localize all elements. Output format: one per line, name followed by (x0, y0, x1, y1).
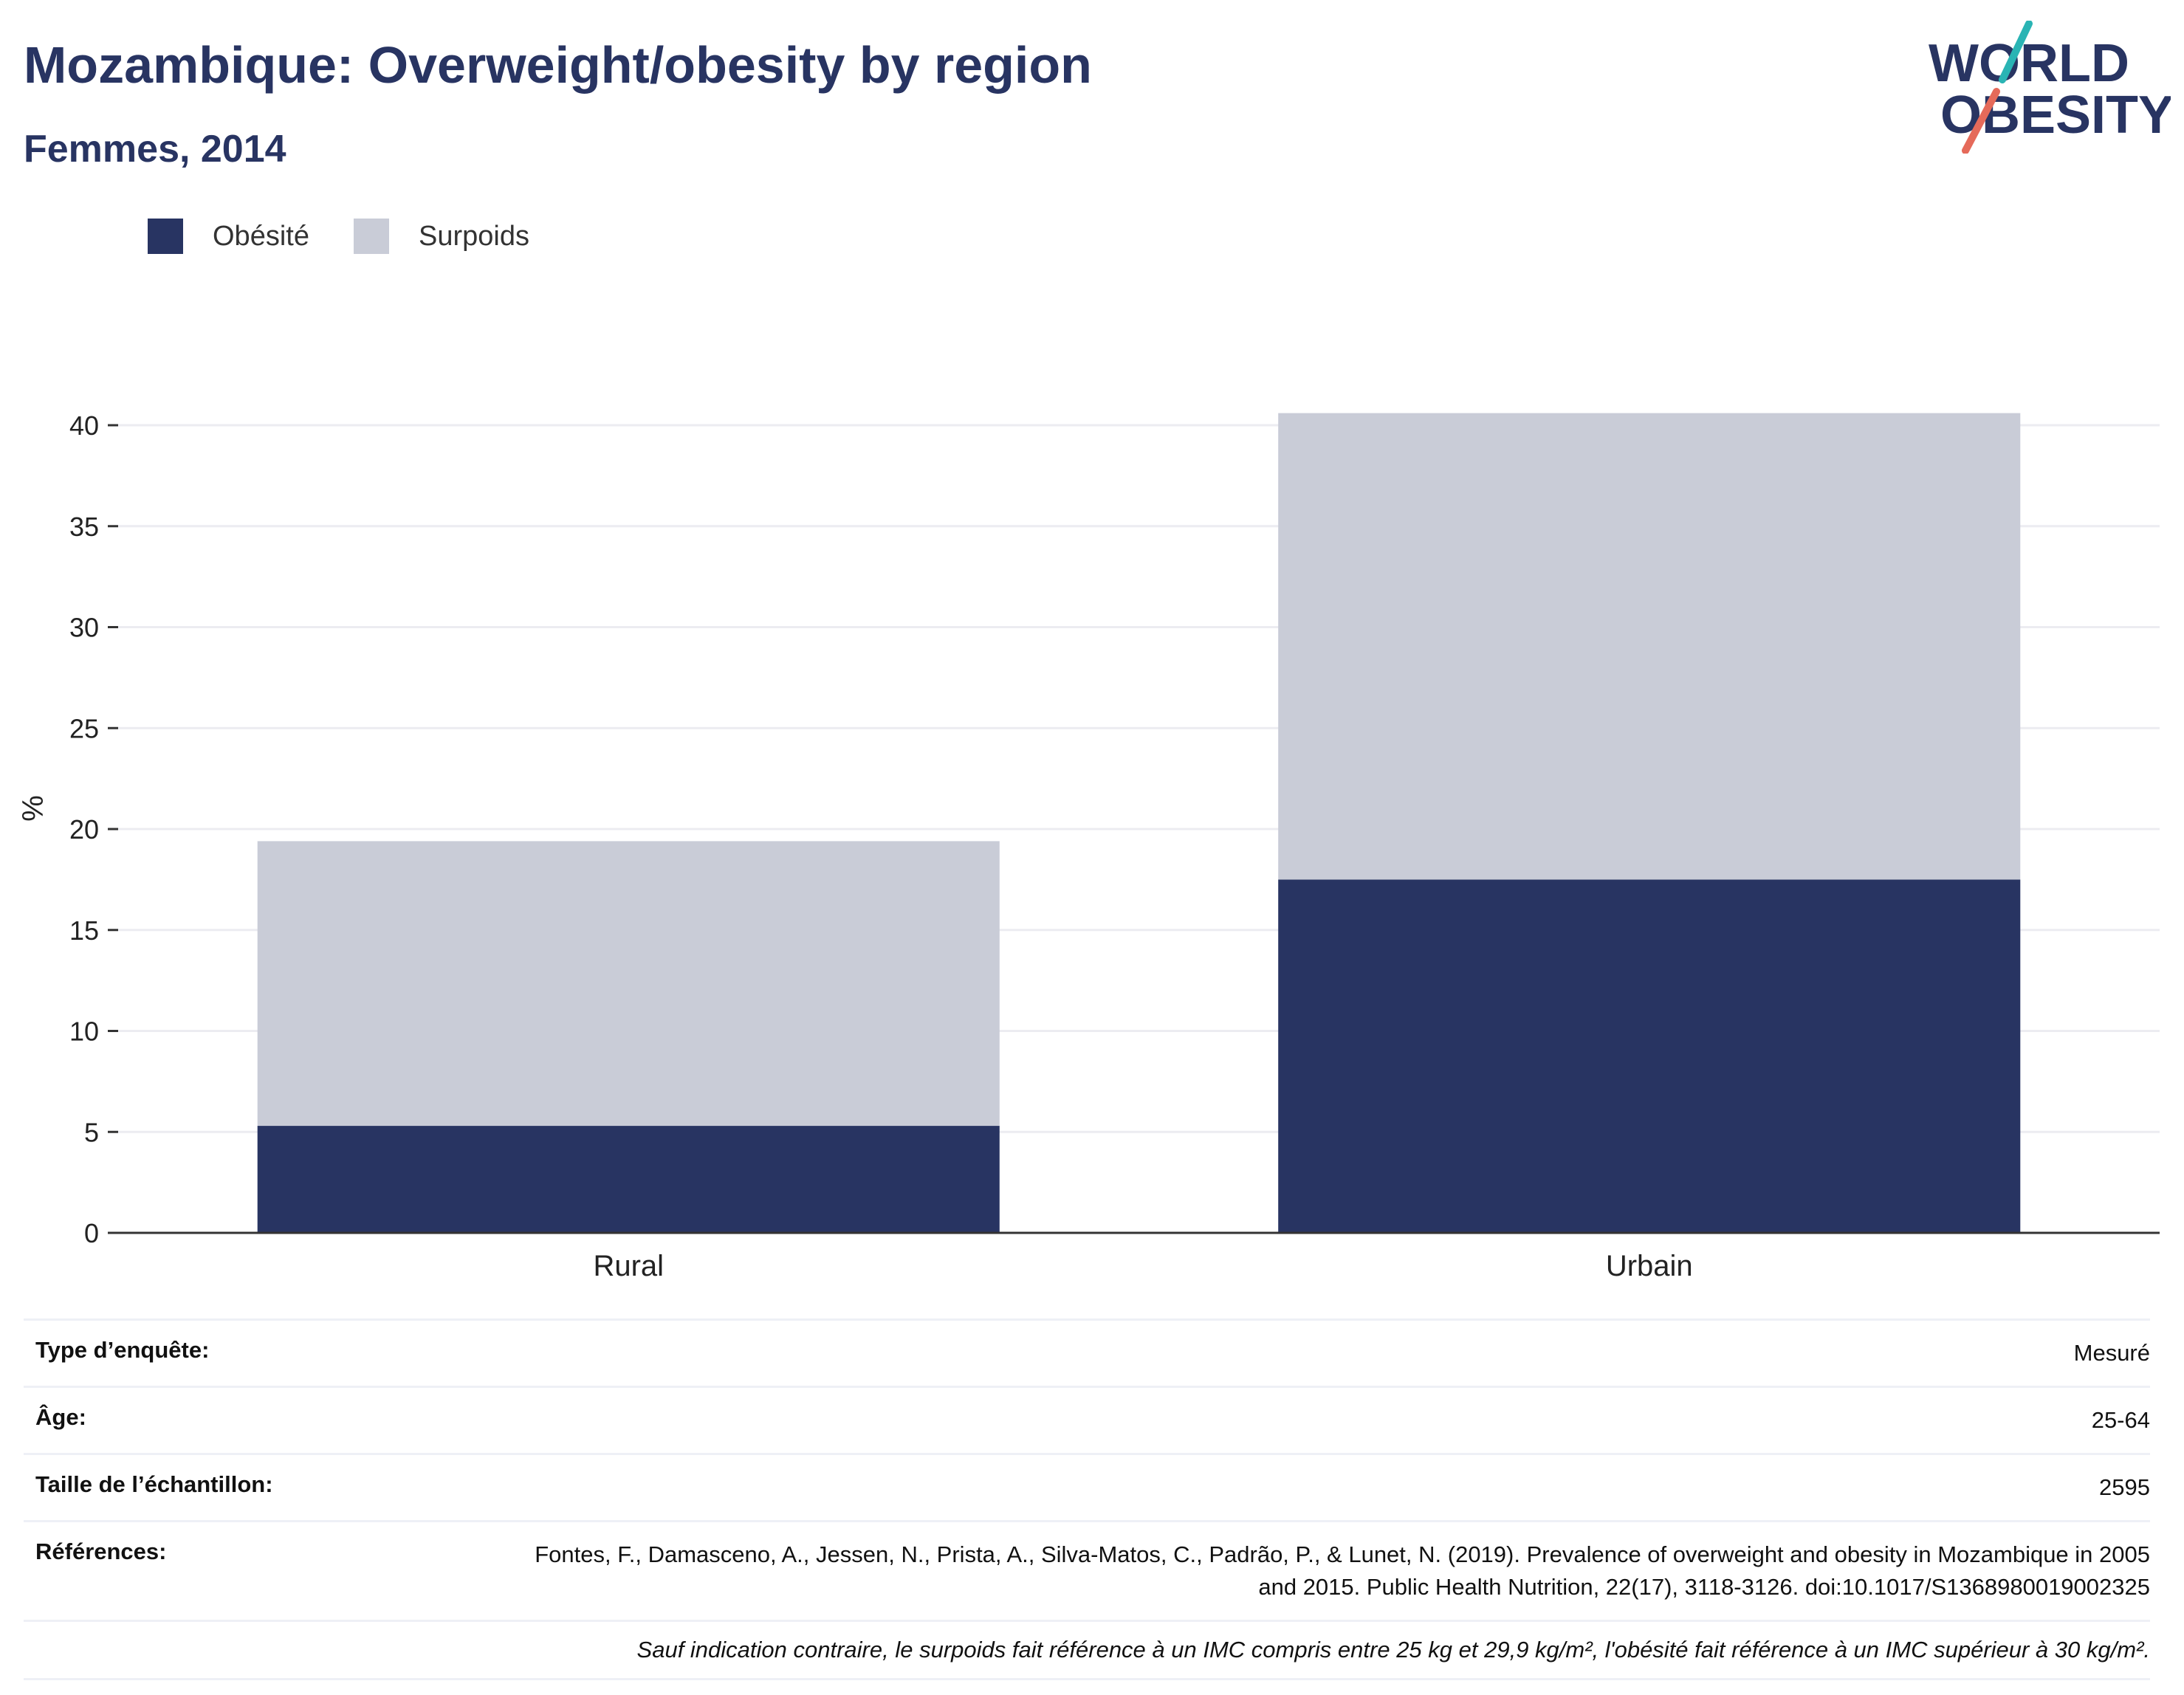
meta-row-sample-size: Taille de l’échantillon: 2595 (24, 1453, 2150, 1520)
y-tick-label-40: 40 (69, 410, 99, 441)
stacked-bar-chart: 0 5 10 15 20 25 30 35 40 Rural Urbain % (17, 410, 2160, 1282)
legend-swatch-obesite (148, 219, 183, 254)
meta-row-age: Âge: 25-64 (24, 1386, 2150, 1453)
y-tick-label-25: 25 (69, 713, 99, 743)
meta-label-references: Références: (35, 1538, 167, 1564)
bar-urbain-obesite (1278, 879, 2021, 1233)
y-axis-label: % (17, 795, 49, 822)
logo-word-world: WORLD (1929, 34, 2129, 93)
meta-label-age: Âge: (35, 1404, 86, 1430)
x-tick-label-urbain: Urbain (1606, 1250, 1693, 1282)
logo-slash-top (1999, 21, 2033, 83)
legend-swatch-surpoids (353, 219, 389, 254)
meta-row-references: Références: Fontes, F., Damasceno, A., J… (24, 1520, 2150, 1620)
meta-value-age: 25-64 (2091, 1407, 2150, 1433)
y-tick-label-5: 5 (84, 1117, 99, 1147)
logo-word-obesity: OBESITY (1940, 86, 2171, 145)
x-axis-ticks: Rural Urbain (593, 1250, 1692, 1282)
legend-item-obesite[interactable]: Obésité (148, 219, 309, 254)
bars (257, 413, 2021, 1233)
survey-metadata: Type d’enquête: Mesuré Âge: 25-64 Taille… (24, 1318, 2150, 1680)
bar-rural-obesite (257, 1126, 1000, 1233)
chart-subtitle: Femmes, 2014 (24, 128, 286, 171)
y-tick-label-10: 10 (69, 1017, 99, 1047)
meta-label-sample-size: Taille de l’échantillon: (35, 1471, 273, 1497)
logo-slash-bottom (1962, 88, 2000, 154)
y-tick-label-30: 30 (69, 613, 99, 643)
world-obesity-logo: WORLD OBESITY (1929, 21, 2171, 154)
chart-title: Mozambique: Overweight/obesity by region (24, 36, 1092, 94)
bar-urbain-surpoids (1278, 413, 2021, 880)
y-axis-ticks: 0 5 10 15 20 25 30 35 40 (69, 410, 118, 1248)
x-tick-label-rural: Rural (593, 1250, 664, 1282)
meta-value-references: Fontes, F., Damasceno, A., Jessen, N., P… (535, 1541, 2150, 1600)
chart-legend: Obésité Surpoids (148, 219, 574, 254)
y-tick-label-0: 0 (84, 1218, 99, 1248)
meta-value-sample-size: 2595 (2099, 1474, 2150, 1500)
legend-label-surpoids: Surpoids (418, 220, 529, 252)
legend-label-obesite: Obésité (213, 220, 309, 252)
meta-label-survey-type: Type d’enquête: (35, 1337, 210, 1363)
y-tick-label-20: 20 (69, 814, 99, 845)
meta-row-survey-type: Type d’enquête: Mesuré (24, 1318, 2150, 1386)
y-tick-label-35: 35 (69, 512, 99, 542)
meta-value-survey-type: Mesuré (2073, 1340, 2150, 1366)
legend-item-surpoids[interactable]: Surpoids (353, 219, 529, 254)
bar-rural-surpoids (257, 841, 1000, 1127)
definition-note: Sauf indication contraire, le surpoids f… (24, 1620, 2150, 1680)
y-tick-label-15: 15 (69, 915, 99, 946)
